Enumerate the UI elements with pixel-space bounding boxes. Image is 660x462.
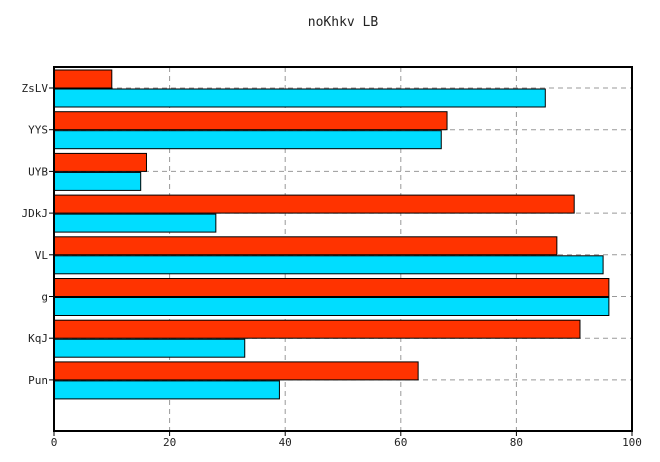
y-tick-label: UYB [28,165,48,178]
bar-series-1 [53,194,575,214]
y-tick-label: JDkJ [22,207,49,220]
y-tick-label: ZsLV [22,82,49,95]
bar-series-1 [53,319,581,339]
bar-series-2 [53,88,546,108]
x-tick-label: 40 [279,436,292,449]
y-tick-label: Pun [28,374,48,387]
bar-series-1 [53,278,610,297]
y-axis-labels: ZsLV YYS UYB JDkJ VL g KqJ Pun [22,82,54,387]
x-tick-label: 100 [622,436,642,449]
y-tick-label: g [41,291,48,304]
y-tick-label: KqJ [28,332,48,345]
x-axis-ticks: 0 20 40 60 80 100 [51,431,642,449]
bar-series-2 [53,297,610,316]
plot-frame [53,66,633,432]
bar-series-2 [53,380,280,400]
y-tick-label: YYS [28,124,48,137]
y-tick-label: VL [35,249,49,262]
bar-series-1 [53,111,448,131]
x-tick-label: 0 [51,436,58,449]
bar-series-1 [53,69,113,89]
bar-series-1 [53,236,558,256]
bar-series-2 [53,255,604,275]
bar-series-2 [53,171,142,191]
bar-series-1 [53,152,147,172]
x-tick-label: 80 [510,436,523,449]
bar-series-1 [53,361,419,381]
bar-series-2 [53,338,246,358]
x-tick-label: 20 [163,436,176,449]
chart-title: noKhkv LB [308,15,379,30]
bar-series-2 [53,130,442,150]
bar-series-2 [53,213,217,233]
bars [53,69,610,400]
x-tick-label: 60 [394,436,407,449]
